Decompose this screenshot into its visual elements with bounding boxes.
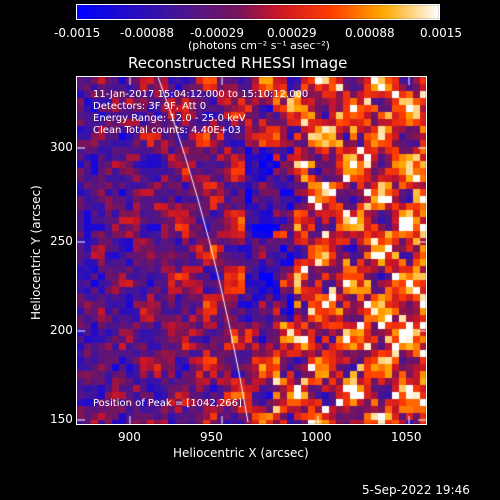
y-tick-200: 200 xyxy=(50,323,73,337)
x-tick-900: 900 xyxy=(118,430,141,444)
info-time-range: 11-Jan-2017 15:04:12.000 to 15:10:12.000 xyxy=(93,89,309,100)
colorbar-unit-label: (photons cm⁻² s⁻¹ asec⁻²) xyxy=(188,39,330,52)
footer-date: 5-Sep-2022 19:46 xyxy=(362,483,470,497)
colorbar-tick-5: 0.0015 xyxy=(420,26,462,40)
y-tick-250: 250 xyxy=(50,234,73,248)
colorbar xyxy=(76,4,440,20)
info-detectors: Detectors: 3F 9F, Att 0 xyxy=(93,101,207,112)
x-axis-label: Heliocentric X (arcsec) xyxy=(173,446,309,460)
colorbar-tick-0: -0.0015 xyxy=(54,26,101,40)
colorbar-tick-2: -0.00029 xyxy=(190,26,244,40)
y-axis-label: Heliocentric Y (arcsec) xyxy=(29,185,43,320)
plot-frame xyxy=(76,76,427,425)
y-tick-300: 300 xyxy=(50,140,73,154)
colorbar-tick-1: -0.00088 xyxy=(120,26,174,40)
y-tick-150: 150 xyxy=(50,412,73,426)
info-clean-counts: Clean Total counts: 4.40E+03 xyxy=(93,125,241,136)
info-energy-range: Energy Range: 12.0 - 25.0 keV xyxy=(93,113,246,124)
x-tick-1000: 1000 xyxy=(301,430,332,444)
x-tick-950: 950 xyxy=(200,430,223,444)
x-tick-1050: 1050 xyxy=(391,430,422,444)
plot-title: Reconstructed RHESSI Image xyxy=(128,54,348,72)
peak-position-label: Position of Peak = [1042,266] xyxy=(93,398,242,409)
colorbar-tick-4: 0.00088 xyxy=(345,26,395,40)
colorbar-tick-3: 0.00029 xyxy=(267,26,317,40)
